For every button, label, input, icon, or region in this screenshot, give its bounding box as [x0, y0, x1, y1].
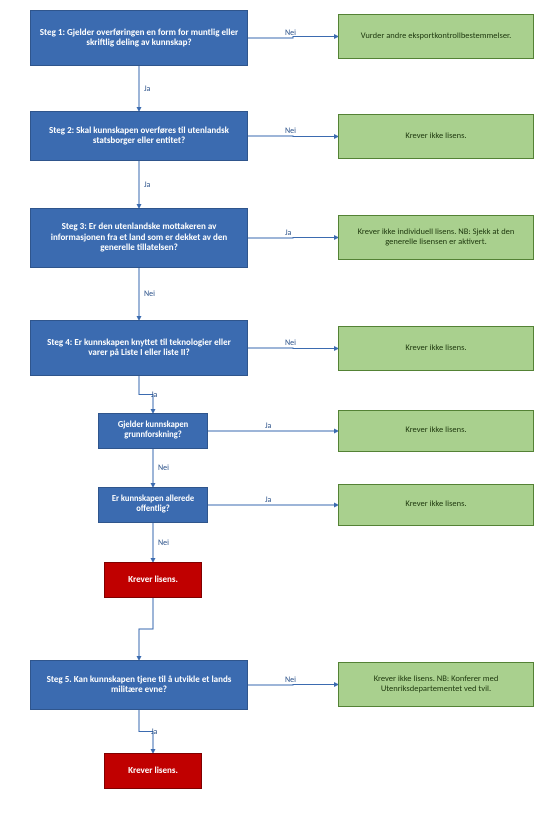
node-step2: Steg 2: Skal kunnskapen overføres til ut… [30, 111, 248, 161]
node-r2: Krever lisens. [104, 753, 202, 789]
node-g1: Vurder andre eksportkontrollbestemmelser… [338, 14, 534, 59]
edge-label-q_off-r1: Nei [158, 538, 169, 548]
edge-label-step1-step2: Ja [144, 84, 150, 94]
edge-label-step1-g1: Nei [285, 28, 296, 38]
node-g7: Krever ikke lisens. NB: Konferer med Ute… [338, 662, 534, 707]
node-g2: Krever ikke lisens. [338, 114, 534, 159]
node-q_off: Er kunnskapen allerede offentlig? [98, 487, 208, 523]
flowchart-canvas: Steg 1: Gjelder overføringen en form for… [0, 0, 559, 821]
node-g4: Krever ikke lisens. [338, 326, 534, 371]
edge-label-step2-g2: Nei [285, 126, 296, 136]
edge-label-step3-g3: Ja [285, 228, 291, 238]
edge-label-q_gr-g5: Ja [265, 421, 271, 431]
node-step3: Steg 3: Er den utenlandske mottakeren av… [30, 208, 248, 268]
edge-label-step5-r2: Ja [151, 727, 157, 737]
node-step1: Steg 1: Gjelder overføringen en form for… [30, 10, 248, 66]
node-step4: Steg 4: Er kunnskapen knyttet til teknol… [30, 320, 248, 376]
edge-label-step3-step4: Nei [144, 289, 155, 299]
node-g3: Krever ikke individuell lisens. NB: Sjek… [338, 215, 534, 260]
node-r1: Krever lisens. [104, 562, 202, 598]
edge-label-step4-q_gr: Ja [151, 390, 157, 400]
node-g5: Krever ikke lisens. [338, 410, 534, 452]
edge-label-step4-g4: Nei [285, 338, 296, 348]
edge-label-step2-step3: Ja [144, 180, 150, 190]
node-q_gr: Gjelder kunnskapen grunnforskning? [98, 413, 208, 449]
node-g6: Krever ikke lisens. [338, 484, 534, 526]
node-step5: Steg 5. Kan kunnskapen tjene til å utvik… [30, 660, 248, 710]
edge-label-q_gr-q_off: Nei [158, 463, 169, 473]
edge-label-q_off-g6: Ja [265, 495, 271, 505]
edge-label-step5-g7: Nei [285, 675, 296, 685]
